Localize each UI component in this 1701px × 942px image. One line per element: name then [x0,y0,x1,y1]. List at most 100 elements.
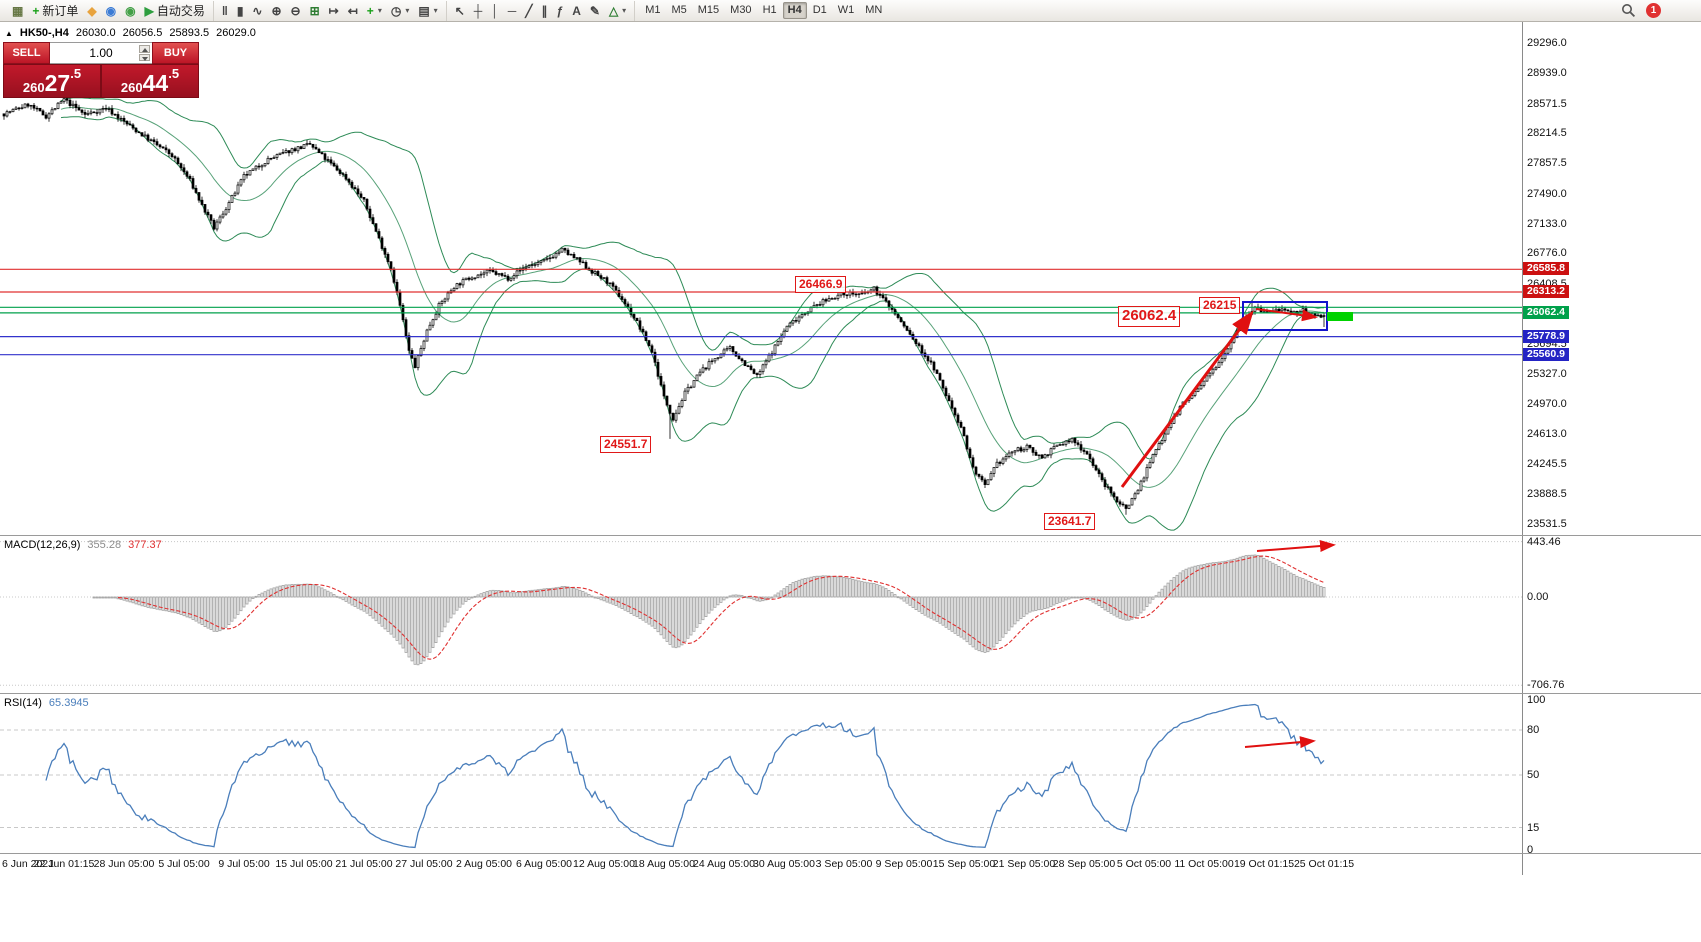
macd-axis-label: -706.76 [1527,679,1565,691]
tile-windows-icon[interactable]: ⊞ [306,2,324,20]
buy-price-fraction: .5 [168,66,180,81]
volume-up-button[interactable] [139,45,150,53]
search-icon[interactable] [1621,3,1636,18]
candlestick-chart-icon[interactable]: ▮ [233,2,248,20]
rsi-axis-label: 50 [1527,769,1540,781]
timeframe-h1-button[interactable]: H1 [762,4,777,16]
templates-icon[interactable]: ▤ ▾ [414,2,441,20]
zoom-in-icon[interactable]: ⊕ [267,2,285,20]
line-chart-icon[interactable]: ∿ [248,2,266,20]
price-axis-label: 23888.5 [1527,488,1567,500]
bollinger-middle-line [60,106,1325,488]
horizontal-line-icon[interactable]: ─ [504,2,521,20]
new-order-button[interactable]: + 新订单 [28,2,82,20]
market-icon: ◉ [105,3,117,18]
auto-scroll-icon[interactable]: ↦ [325,2,343,20]
buy-price-prefix: 260 [120,80,143,95]
volume-field[interactable]: 1.00 [50,42,152,64]
volume-down-button[interactable] [139,53,150,61]
timeframe-m15-button[interactable]: M15 [697,4,720,16]
signals-icon[interactable]: ◉ [121,2,139,20]
macd-arrow[interactable] [1256,540,1336,553]
periods-icon[interactable]: ◷ ▾ [387,2,414,20]
timeframe-m1-button[interactable]: M1 [645,4,661,16]
buy-price[interactable]: 260 44.5 [101,64,199,98]
time-axis-label: 27 Jul 05:00 [395,858,453,870]
price-axis-label: 27490.0 [1527,188,1567,200]
timeframe-m30-button[interactable]: M30 [730,4,752,16]
new-chart-icon: ▦ [12,3,24,18]
timeframe-w1-button[interactable]: W1 [837,4,855,16]
symbol-period: HK50-,H4 [19,27,69,39]
dropdown-arrow-icon[interactable]: ▾ [405,6,410,15]
bar-chart-icon[interactable]: ‖ [218,2,232,20]
periods-icon: ◷ [390,3,402,18]
time-axis-label: 5 Oct 05:00 [1116,858,1172,870]
text-icon[interactable]: A [568,2,585,20]
zoom-out-icon[interactable]: ⊖ [287,2,305,20]
sell-price[interactable]: 260 27.5 [3,64,101,98]
rsi-panel [0,703,1522,849]
price-level-badge: 26585.8 [1523,262,1569,275]
price-axis-label: 26776.0 [1527,247,1567,259]
templates-icon: ▤ [418,3,430,18]
cursor-icon[interactable]: ↖ [451,2,469,20]
ohlc-close: 26029.0 [216,27,256,39]
rsi-axis-label: 80 [1527,724,1540,736]
autotrading-button[interactable]: ▶ 自动交易 [141,2,209,20]
crosshair-icon[interactable]: ┼ [470,2,487,20]
time-axis: 6 Jun 2021 22 Jun 01:15 28 Jun 05:00 5 Jul … [0,855,1522,875]
time-axis-label: 19 Oct 01:15 [1233,858,1295,870]
volume-value[interactable]: 1.00 [89,46,113,60]
chart-shift-icon[interactable]: ↤ [344,2,362,20]
candles-layer [2,95,1326,515]
green-level-marker[interactable] [1327,312,1353,321]
shapes-icon[interactable]: △ ▾ [605,2,630,20]
time-axis-label: 15 Sep 05:00 [932,858,996,870]
timeframe-d1-button[interactable]: D1 [812,4,827,16]
dropdown-arrow-icon[interactable]: ▾ [433,6,438,15]
timeframe-m5-button[interactable]: M5 [671,4,687,16]
toolbar-groups: ▦ + 新订单 ◆ ◉ ◉ ▶ 自动交易 ‖ ▮ ∿ ⊕ ⊖ ⊞ ↦ ↤ + ▾ ◷ ▾ ▤ ▾ ↖ ┼ │ ─ ╱ ∥ ƒ A ✎ △ ▾ [4,0,636,21]
market-icon[interactable]: ◉ [102,2,120,20]
zoom-in-icon: ⊕ [271,3,282,18]
drawn-objects-layer[interactable] [1120,301,1353,749]
time-axis-label: 6 Aug 05:00 [515,858,573,870]
time-axis-label: 12 Aug 05:00 [573,858,635,870]
timeframe-h4-button[interactable]: H4 [782,2,807,19]
level-lines-layer[interactable] [0,268,1522,356]
time-axis-label: 9 Jul 05:00 [218,858,270,870]
chart-canvas[interactable] [0,22,1522,875]
dropdown-arrow-icon[interactable]: ▾ [622,6,627,15]
macd-signal-line [117,555,1325,660]
price-axis-separator [1522,22,1523,875]
channel-icon[interactable]: ∥ [538,2,552,20]
consolidation-arrow[interactable] [1255,308,1318,322]
new-chart-icon[interactable]: ▦ [8,2,27,20]
indicators-icon[interactable]: + ▾ [363,2,386,20]
fibonacci-icon[interactable]: ƒ [553,2,568,20]
time-axis-label: 21 Jul 05:00 [335,858,393,870]
rsi-line [45,703,1325,849]
timeframe-mn-button[interactable]: MN [865,4,883,16]
one-click-toggle[interactable]: ▲ [5,28,13,38]
label-icon: ✎ [589,3,600,18]
trendline-icon[interactable]: ╱ [521,2,536,20]
bollinger-lower-line [60,116,1325,531]
time-axis-label: 28 Jun 05:00 [93,858,155,870]
buy-price-big-digits: 44 [142,70,169,97]
buy-button[interactable]: BUY [152,42,199,64]
label-icon[interactable]: ✎ [586,2,604,20]
rsi-arrow[interactable] [1244,736,1316,749]
notification-badge[interactable]: 1 [1646,3,1661,18]
fibonacci-icon: ƒ [556,3,564,18]
dropdown-arrow-icon[interactable]: ▾ [377,6,382,15]
price-level-badge: 26062.4 [1523,306,1569,319]
rally-arrow[interactable] [1120,310,1254,488]
vertical-line-icon[interactable]: │ [487,2,503,20]
time-axis-label: 11 Oct 05:00 [1174,858,1234,870]
ohlc-low: 25893.5 [169,27,210,39]
time-axis-label: 5 Jul 05:00 [158,858,210,870]
metaeditor-icon[interactable]: ◆ [83,2,100,20]
sell-button[interactable]: SELL [3,42,50,64]
